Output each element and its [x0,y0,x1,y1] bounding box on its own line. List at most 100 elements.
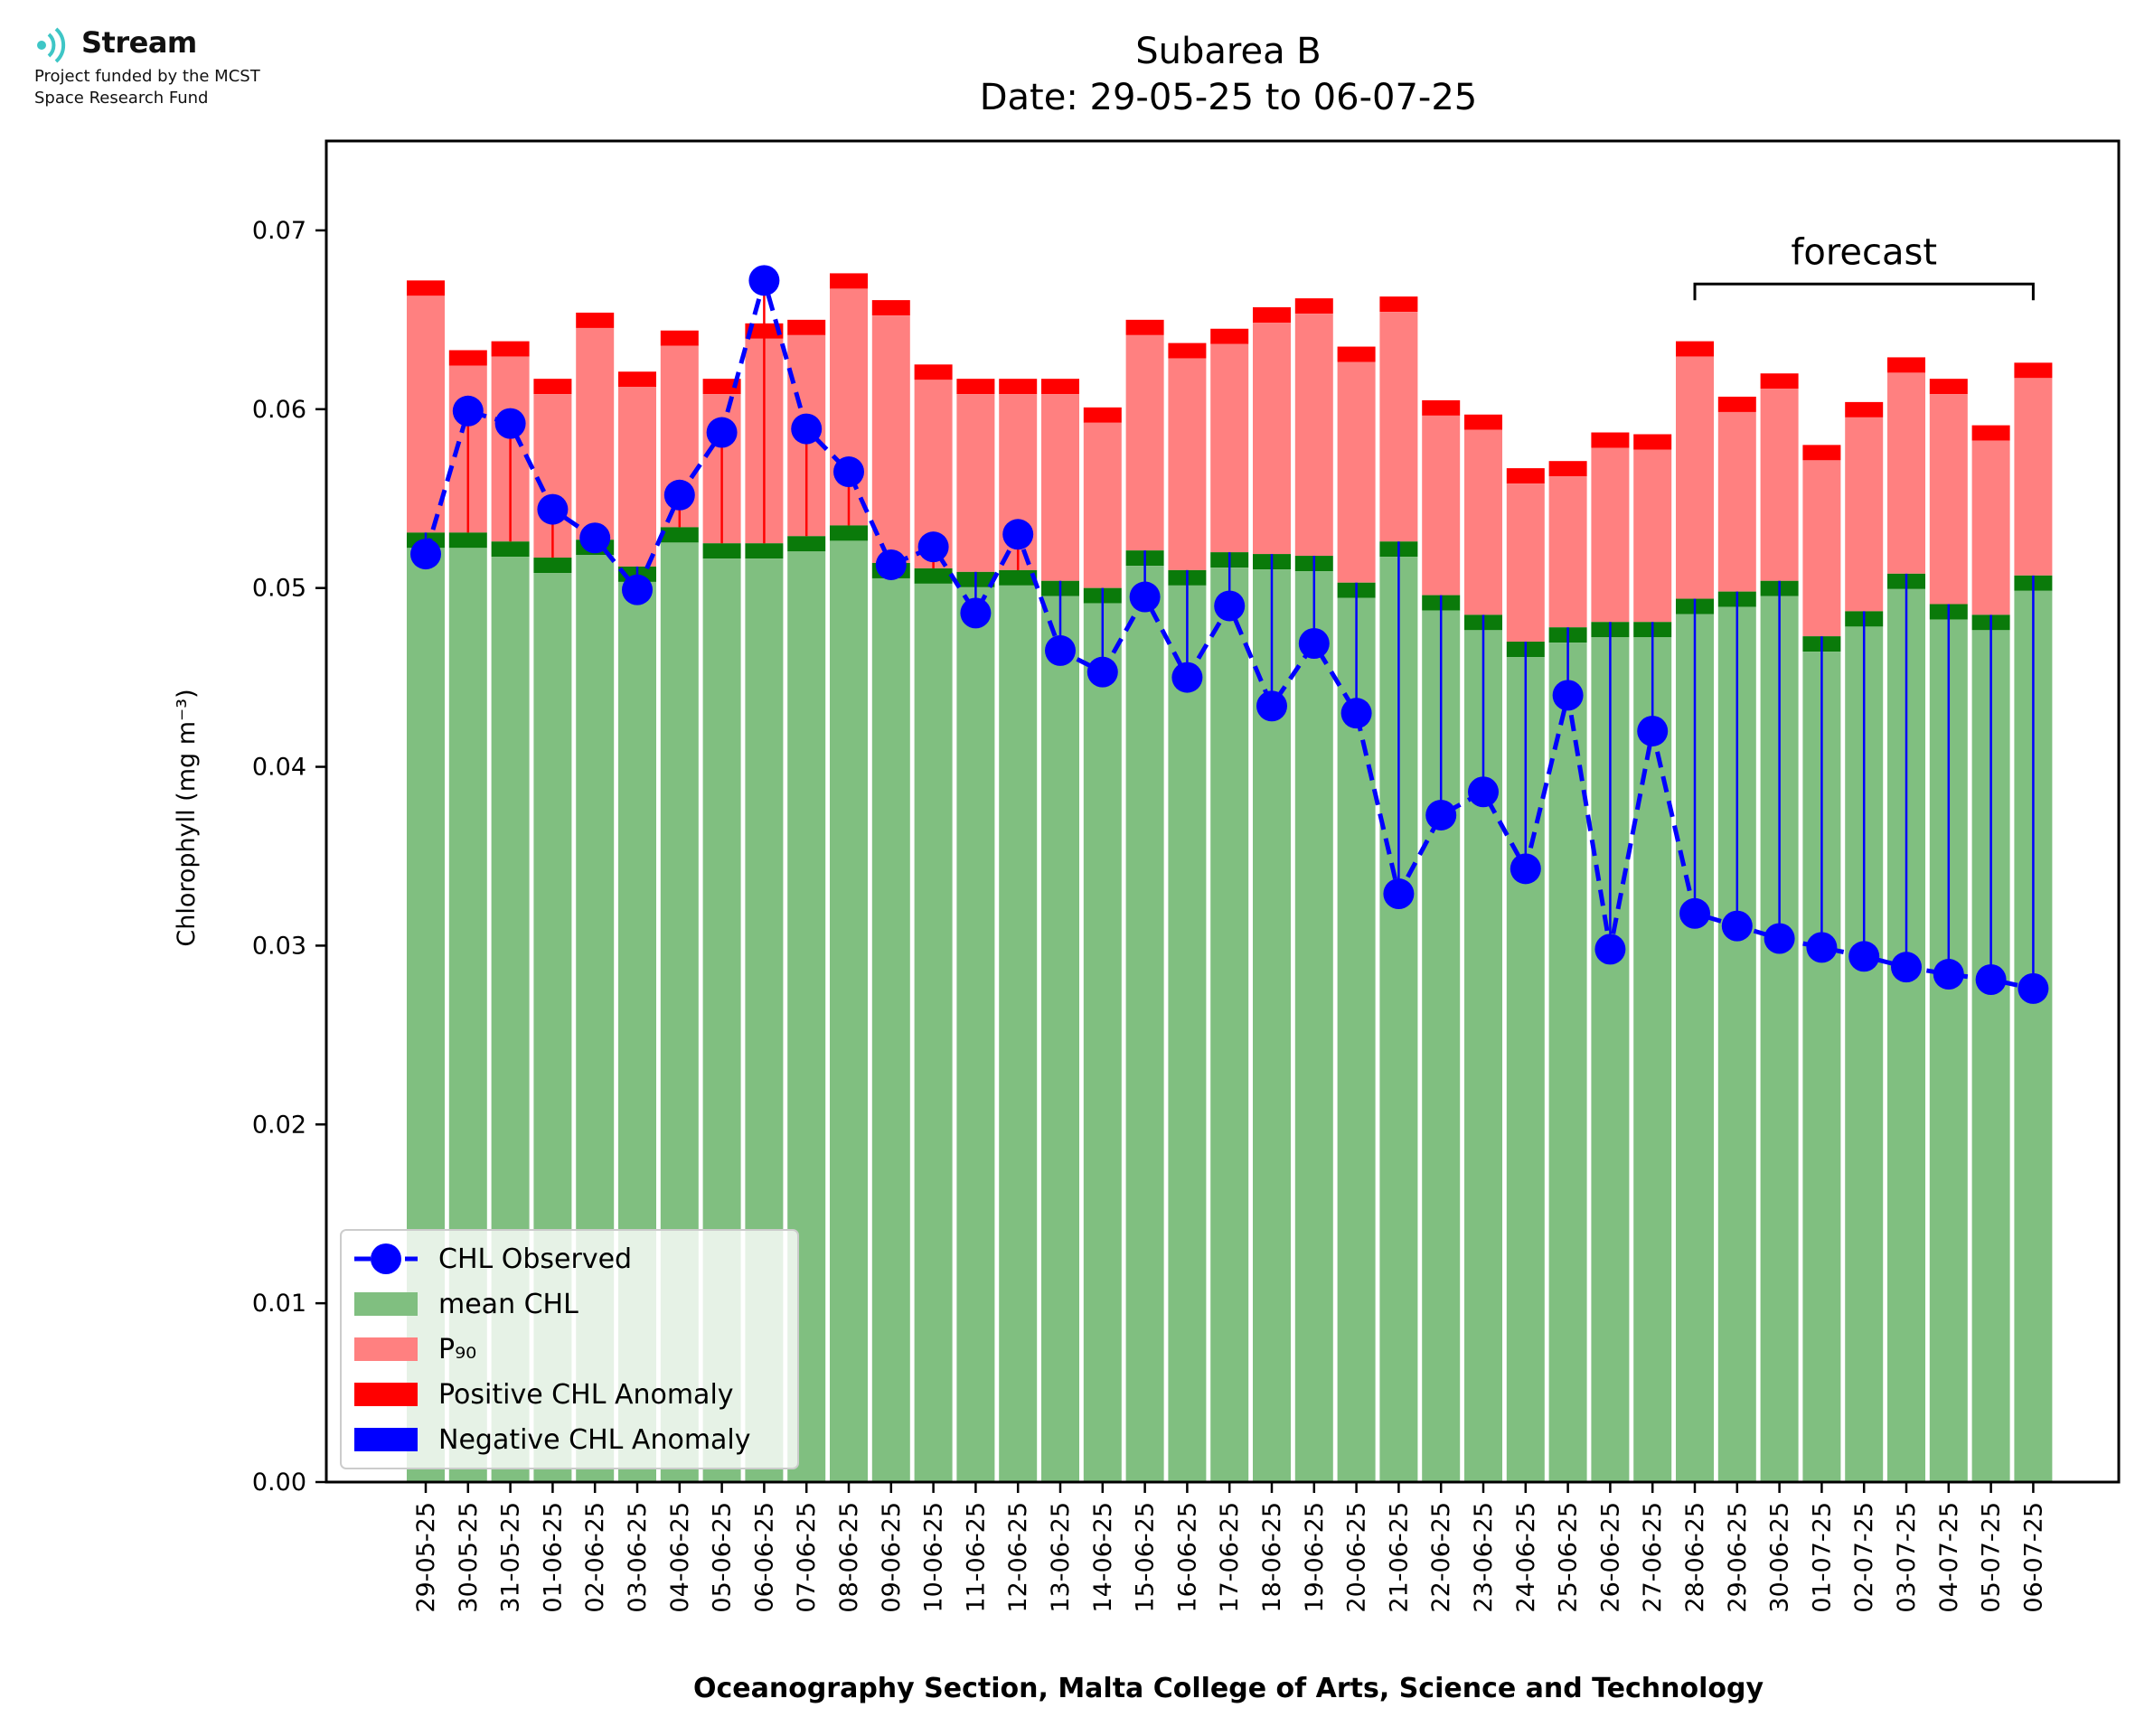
y-tick-label-0.00: 0.00 [252,1469,306,1497]
x-axis-label: Oceanography Section, Malta College of A… [693,1673,1764,1704]
p90-edge-29-05-25 [407,280,445,296]
p90-edge-18-06-25 [1253,307,1291,324]
mean-edge-08-06-25 [830,525,868,541]
y-tick-label-0.02: 0.02 [252,1111,306,1139]
x-tick-label-23-06-25: 23-06-25 [1470,1502,1498,1613]
axes-layer: 0.00 0.01 0.02 0.03 0.04 0.05 0.06 0.07 29-05-25… [252,139,2121,1613]
p90-bar-17-06-25 [1210,343,1249,553]
x-tick-label-31-05-25: 31-05-25 [497,1502,525,1613]
p90-edge-30-05-25 [448,350,487,366]
p90-edge-15-06-25 [1125,319,1164,335]
legend-label-0: CHL Observed [438,1243,632,1275]
p90-edge-27-06-25 [1633,434,1672,450]
x-tick-label-07-06-25: 07-06-25 [793,1502,821,1613]
observed-point-05-07-25 [1975,963,2007,995]
observed-point-19-06-25 [1298,628,1330,660]
mean-bar-13-06-25 [1041,596,1079,1482]
mean-bar-11-06-25 [956,586,995,1482]
mean-bar-19-06-25 [1294,571,1333,1482]
p90-edge-11-06-25 [956,379,995,395]
y-tick-label-0.07: 0.07 [252,217,306,245]
stream-logo-icon [37,27,66,63]
x-tick-label-08-06-25: 08-06-25 [835,1502,863,1613]
p90-edge-08-06-25 [830,273,868,289]
p90-bar-09-06-25 [871,315,910,563]
p90-bar-27-06-25 [1633,449,1672,623]
x-tick-label-22-06-25: 22-06-25 [1427,1502,1455,1613]
legend-swatch-3 [354,1383,418,1406]
observed-point-05-06-25 [706,417,738,448]
p90-bar-03-06-25 [618,387,656,567]
mean-bar-20-06-25 [1337,597,1376,1482]
p90-edge-21-06-25 [1379,296,1418,313]
forecast-bracket-line [1693,282,2035,301]
p90-edge-22-06-25 [1422,399,1461,416]
bars-layer [407,273,2053,1482]
legend-swatch-observed-marker [371,1243,401,1274]
p90-edge-28-06-25 [1676,341,1714,357]
x-tick-label-18-06-25: 18-06-25 [1258,1502,1286,1613]
y-tick-label-0.01: 0.01 [252,1290,306,1318]
observed-point-31-05-25 [494,408,526,439]
x-tick-label-10-06-25: 10-06-25 [920,1502,948,1613]
mean-bar-17-06-25 [1210,568,1249,1482]
x-tick-label-30-05-25: 30-05-25 [455,1502,483,1613]
y-tick-label-0.06: 0.06 [252,396,306,424]
x-tick-label-16-06-25: 16-06-25 [1173,1502,1201,1613]
p90-bar-01-07-25 [1802,460,1841,637]
x-tick-label-02-07-25: 02-07-25 [1850,1502,1878,1613]
p90-edge-04-06-25 [660,330,699,346]
mean-bar-08-06-25 [830,540,868,1482]
observed-point-30-05-25 [452,395,484,427]
observed-point-10-06-25 [917,531,949,563]
observed-point-16-06-25 [1171,662,1203,693]
x-tick-label-03-06-25: 03-06-25 [624,1502,652,1613]
x-tick-label-30-06-25: 30-06-25 [1766,1502,1794,1613]
p90-bar-26-06-25 [1591,447,1630,623]
mean-edge-07-06-25 [787,536,826,552]
mean-edge-01-06-25 [533,558,572,574]
p90-bar-03-07-25 [1887,372,1925,574]
observed-point-03-07-25 [1891,952,1922,983]
x-tick-label-29-06-25: 29-06-25 [1724,1502,1752,1613]
x-tick-label-26-06-25: 26-06-25 [1596,1502,1624,1613]
mean-bar-25-06-25 [1548,643,1587,1482]
chart-subtitle: Date: 29-05-25 to 06-07-25 [980,77,1478,118]
p90-bar-04-07-25 [1929,394,1968,605]
observed-point-14-06-25 [1086,656,1118,688]
legend-label-4: Negative CHL Anomaly [438,1424,751,1456]
observed-point-25-06-25 [1552,680,1584,711]
observed-point-11-06-25 [960,597,992,629]
logo-name: Stream [81,25,197,60]
x-tick-label-04-06-25: 04-06-25 [666,1502,694,1613]
observed-point-06-06-25 [748,265,780,296]
legend-swatch-2 [354,1337,418,1361]
p90-edge-01-06-25 [533,379,572,395]
p90-edge-05-06-25 [702,379,741,395]
mean-edge-12-06-25 [999,569,1038,586]
p90-edge-14-06-25 [1083,407,1122,423]
mean-bar-09-06-25 [871,577,910,1482]
observed-point-26-06-25 [1594,934,1626,965]
observed-point-07-06-25 [791,413,823,445]
legend-box [340,1229,799,1469]
p90-bar-16-06-25 [1168,358,1207,570]
observed-point-27-06-25 [1637,715,1669,746]
observed-point-18-06-25 [1256,690,1287,722]
p90-edge-03-07-25 [1887,357,1925,373]
p90-edge-19-06-25 [1294,298,1333,314]
legend-label-2: P₉₀ [438,1334,476,1365]
x-tick-label-02-06-25: 02-06-25 [581,1502,609,1613]
x-tick-label-04-07-25: 04-07-25 [1935,1502,1963,1613]
x-tick-label-27-06-25: 27-06-25 [1639,1502,1667,1613]
forecast-bracket: forecast [1693,231,2035,301]
p90-bar-21-06-25 [1379,312,1418,542]
p90-bar-13-06-25 [1041,394,1079,581]
mean-bar-14-06-25 [1083,603,1122,1482]
observed-point-12-06-25 [1002,519,1034,550]
p90-edge-16-06-25 [1168,343,1207,359]
observed-series-layer [410,265,2049,1004]
p90-edge-10-06-25 [914,364,953,380]
mean-bar-10-06-25 [914,583,953,1482]
observed-point-29-06-25 [1721,910,1753,942]
